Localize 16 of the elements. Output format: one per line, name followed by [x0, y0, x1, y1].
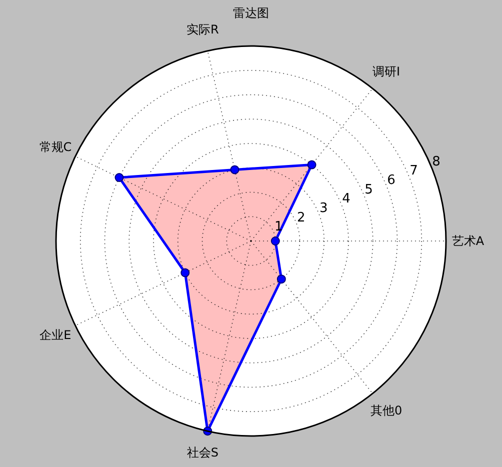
spoke-label: 常规C — [39, 140, 72, 154]
y-tick-label: 3 — [320, 201, 328, 216]
y-tick-label: 8 — [432, 154, 440, 170]
spoke-label: 企业E — [40, 328, 72, 342]
y-tick-label: 2 — [297, 210, 306, 226]
y-tick-label: 6 — [387, 173, 396, 188]
spoke-label: 调研I — [372, 64, 400, 78]
chart-title: 雷达图 — [233, 6, 269, 20]
spoke-label: 艺术A — [452, 234, 485, 248]
y-tick-label: 7 — [410, 164, 418, 179]
spoke-label: 其他0 — [370, 404, 402, 418]
y-tick-label: 5 — [364, 182, 373, 198]
y-tick-label: 4 — [342, 192, 350, 207]
spoke-label: 社会S — [186, 446, 219, 460]
spoke-label: 实际R — [186, 22, 219, 36]
y-tick-label: 1 — [274, 220, 283, 235]
